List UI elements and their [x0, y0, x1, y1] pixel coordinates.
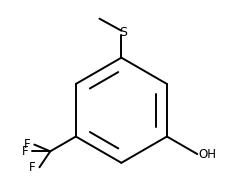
Text: F: F — [29, 161, 36, 174]
Text: S: S — [120, 26, 128, 39]
Text: F: F — [22, 145, 28, 158]
Text: F: F — [24, 138, 31, 151]
Text: OH: OH — [198, 148, 216, 161]
